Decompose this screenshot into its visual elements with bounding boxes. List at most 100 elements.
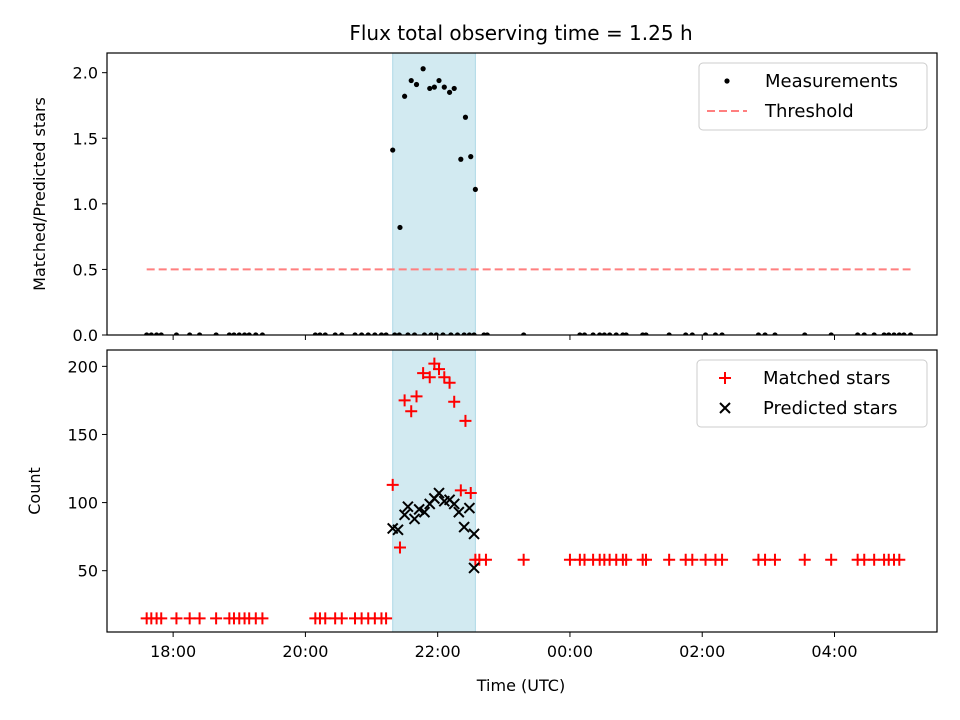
measurement-point — [461, 332, 467, 335]
y-axis-label: Count — [25, 467, 44, 515]
legend-marker — [719, 402, 731, 414]
measurement-point — [259, 332, 266, 335]
measurement-point — [643, 332, 649, 335]
matched-star-point — [405, 405, 418, 418]
legend-box — [696, 359, 928, 428]
axes-frame — [106, 52, 938, 336]
matched-star-point — [423, 371, 436, 384]
measurement-point — [901, 332, 907, 335]
legend-box — [698, 62, 928, 131]
predicted-star-point — [392, 524, 404, 536]
measurement-point — [772, 332, 778, 335]
predicted-star-point — [398, 509, 411, 521]
measurement-point — [881, 332, 887, 335]
matched-star-point — [417, 367, 430, 380]
measurement-point — [462, 114, 469, 120]
measurement-point — [451, 85, 457, 92]
matched-star-point — [825, 553, 838, 566]
predicted-star-point — [433, 487, 445, 499]
matched-star-point — [459, 414, 472, 427]
x-tick-label: 04:00 — [811, 642, 857, 661]
measurement-point — [441, 84, 447, 90]
measurement-point — [907, 332, 914, 335]
predicted-star-point — [418, 506, 431, 518]
measurement-point — [891, 332, 897, 335]
measurement-point — [581, 332, 588, 335]
measurement-point — [828, 332, 834, 335]
matched-star-point — [768, 553, 781, 566]
measurement-point — [623, 332, 629, 335]
matched-star-point — [410, 390, 423, 403]
measurement-point — [436, 77, 442, 84]
predicted-star-point — [458, 521, 470, 533]
measurement-point — [231, 332, 237, 335]
measurement-point — [196, 332, 203, 335]
measurement-point — [421, 332, 428, 335]
axes-frame — [106, 349, 938, 633]
y-tick-label: 1.0 — [73, 195, 98, 214]
y-tick-label: 200 — [67, 357, 98, 376]
measurement-point — [433, 332, 439, 335]
measurement-point — [886, 332, 892, 335]
y-tick-label: 0.0 — [73, 326, 98, 345]
matched-star-point — [380, 612, 393, 625]
matched-star-point — [256, 612, 269, 625]
measurement-point — [521, 332, 527, 335]
legend-label: Threshold — [764, 101, 854, 122]
measurement-point — [390, 147, 396, 153]
series-group — [144, 66, 914, 335]
matched-star-point — [479, 553, 492, 566]
predicted-star-point — [448, 498, 460, 510]
top-panel: 0.0 0.5 1.0 1.5 2.0 Matched/Predicted stars Me… — [30, 52, 938, 345]
measurement-point — [689, 332, 695, 335]
measurement-point — [702, 332, 709, 335]
measurement-point — [590, 332, 596, 335]
y-axis-label: Matched/Predicted stars — [30, 97, 49, 291]
measurement-point — [683, 332, 689, 335]
measurement-point — [352, 332, 358, 335]
measurement-point — [855, 332, 861, 335]
measurement-point — [236, 332, 242, 335]
measurement-point — [440, 332, 446, 335]
measurement-point — [312, 332, 318, 335]
measurement-point — [144, 332, 150, 335]
measurement-point — [392, 332, 398, 335]
measurement-point — [365, 332, 371, 335]
measurement-point — [154, 332, 160, 335]
measurement-point — [597, 332, 603, 335]
measurement-point — [472, 186, 478, 193]
legend-marker — [724, 78, 730, 84]
measurement-point — [607, 332, 613, 335]
measurement-point — [187, 332, 193, 335]
matched-star-point — [620, 553, 633, 566]
predicted-star-point — [402, 500, 414, 513]
matched-star-point — [454, 484, 467, 497]
legend: Matched stars Predicted stars — [696, 359, 928, 428]
measurement-point — [332, 332, 338, 335]
measurement-point — [431, 84, 437, 90]
measurement-point — [755, 332, 762, 335]
series-group — [140, 357, 906, 625]
measurement-point — [396, 332, 402, 335]
measurement-point — [411, 332, 418, 335]
matched-star-point — [433, 363, 445, 376]
measurement-point — [383, 332, 389, 335]
measurement-point — [577, 332, 583, 335]
predicted-star-point — [408, 513, 421, 525]
matched-star-point — [443, 376, 456, 389]
measurement-point — [428, 332, 434, 335]
measurement-point — [226, 332, 232, 335]
measurement-point — [372, 332, 378, 335]
matched-star-point — [464, 487, 477, 500]
matched-star-point — [517, 553, 530, 566]
predicted-star-point — [468, 528, 480, 540]
matched-star-point — [686, 553, 699, 566]
measurement-point — [397, 224, 403, 231]
measurement-point — [666, 332, 672, 335]
y-tick-label: 100 — [67, 494, 98, 513]
measurement-point — [458, 156, 464, 162]
x-tick-label: 02:00 — [679, 642, 725, 661]
measurement-point — [322, 332, 328, 335]
matched-star-point — [393, 541, 406, 554]
